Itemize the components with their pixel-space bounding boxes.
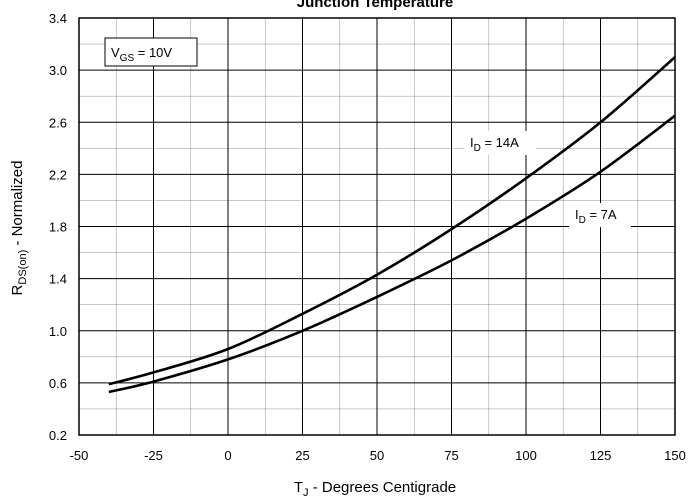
series-label-0-background [464, 131, 536, 155]
grid [78, 17, 676, 436]
svg-text:ID = 14A: ID = 14A [470, 135, 519, 154]
x-tick-label: 50 [370, 448, 384, 463]
series-group [108, 56, 676, 394]
vgs-annotation-text: VGS = 10V [111, 45, 172, 64]
x-tick-label: 150 [664, 448, 686, 463]
y-tick-label: 2.6 [49, 115, 67, 130]
series-label-1: ID = 7A [569, 203, 631, 227]
y-tick-label: 1.8 [49, 220, 67, 235]
series-label-0: ID = 14A [464, 131, 536, 155]
tick-labels: -50 -25 0 25 50 75 100 125 150 0.2 0.6 1.0 1.4 1.8 2.2… [49, 11, 686, 463]
y-axis-title-rest: - Normalized [9, 161, 26, 250]
y-axis-title-sub: DS(on) [17, 250, 29, 285]
series-label-1-background [569, 203, 631, 227]
vgs-annotation-box [104, 37, 198, 67]
svg-text:ID = 7A: ID = 7A [575, 207, 617, 226]
x-axis-title-main: T [294, 479, 303, 496]
series-line-7a [108, 114, 676, 394]
y-tick-label: 3.4 [49, 11, 67, 26]
x-tick-label: 0 [224, 448, 231, 463]
x-tick-label: -25 [144, 448, 163, 463]
x-tick-label: 75 [444, 448, 458, 463]
vgs-annotation: VGS = 10V [104, 37, 198, 67]
y-tick-label: 1.4 [49, 272, 67, 287]
x-axis-title-rest: - Degrees Centigrade [309, 479, 457, 496]
y-tick-label: 3.0 [49, 63, 67, 78]
annotations: ID = 14A ID = 7A VGS = 10V [104, 37, 631, 227]
y-axis-title: RDS(on) - Normalized [9, 161, 29, 296]
x-tick-label: -50 [70, 448, 89, 463]
y-axis-title-main: R [9, 284, 26, 295]
y-tick-label: 1.0 [49, 324, 67, 339]
x-tick-label: 100 [515, 448, 537, 463]
x-axis-title: TJ - Degrees Centigrade [294, 479, 456, 498]
x-axis-title-sub: J [303, 487, 309, 498]
x-tick-label: 25 [295, 448, 309, 463]
series-line-14a [108, 56, 676, 386]
y-tick-label: 0.2 [49, 428, 67, 443]
y-tick-label: 0.6 [49, 376, 67, 391]
x-tick-label: 125 [590, 448, 612, 463]
chart-title: Junction Temperature [297, 0, 453, 11]
plot-frame [78, 17, 676, 436]
y-tick-label: 2.2 [49, 167, 67, 182]
